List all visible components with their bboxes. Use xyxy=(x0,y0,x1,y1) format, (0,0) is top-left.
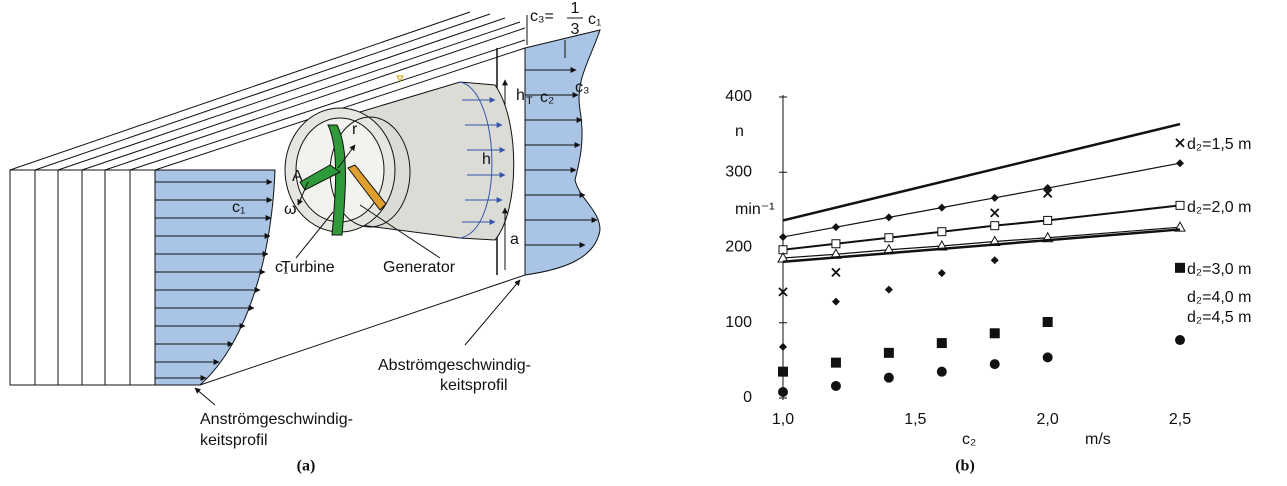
marker xyxy=(778,287,788,297)
x-tick-label: 2,0 xyxy=(1037,411,1059,428)
x-label: c₂ xyxy=(962,431,976,448)
marker xyxy=(884,233,894,243)
marker xyxy=(1175,262,1185,273)
formula-numerator: 1 xyxy=(571,0,580,17)
chart: n min⁻¹ c₂ m/s 0 100 200 300 400 1,0 1,5 2,0 2,5… xyxy=(725,88,1251,448)
marker xyxy=(937,203,946,212)
marker xyxy=(779,342,787,351)
y-tick-label: 400 xyxy=(725,88,752,105)
y-tick-label: 0 xyxy=(743,389,752,406)
legend-label: d₂=2,0 m xyxy=(1187,199,1251,216)
marker xyxy=(778,386,788,397)
marker xyxy=(1042,316,1053,327)
x-tick-label: 1,5 xyxy=(904,411,926,428)
inflow-profile: Anströmgeschwindig- xyxy=(200,411,353,428)
marker xyxy=(1043,215,1053,225)
marker xyxy=(1042,352,1053,363)
marker xyxy=(989,359,1000,370)
turbine: Turbine xyxy=(281,259,335,276)
marker xyxy=(1175,200,1185,210)
y-tick-label: 100 xyxy=(725,314,752,331)
marker xyxy=(883,347,894,358)
label: c₂ xyxy=(540,89,554,106)
outflow-profile: Abströmgeschwindig- xyxy=(378,357,531,374)
x-tick-label: 2,5 xyxy=(1169,411,1191,428)
marker xyxy=(1043,188,1053,198)
marker xyxy=(1176,159,1184,168)
marker xyxy=(884,285,893,294)
label: A xyxy=(292,168,303,185)
marker xyxy=(936,366,947,377)
caption: (a) xyxy=(297,458,316,475)
y-unit: min⁻¹ xyxy=(735,201,775,218)
marker xyxy=(778,366,788,377)
marker xyxy=(831,223,840,232)
caption: (b) xyxy=(955,458,975,475)
marker xyxy=(831,239,841,249)
generator: Generator xyxy=(383,259,456,276)
marker xyxy=(936,338,947,349)
label: c₁ xyxy=(275,259,288,276)
marker xyxy=(990,221,1000,231)
marker xyxy=(937,227,947,237)
y-tick-label: 200 xyxy=(725,239,752,256)
marker xyxy=(989,328,1000,339)
marker xyxy=(990,256,999,265)
marker xyxy=(830,357,841,368)
label: c₃ xyxy=(575,79,590,96)
series-line xyxy=(782,122,1181,222)
label: r xyxy=(352,121,358,138)
x-tick-label: 1,0 xyxy=(772,411,794,428)
marker xyxy=(990,208,1000,218)
label: a xyxy=(510,231,519,248)
label: ω xyxy=(284,201,297,218)
formula-denominator: 3 xyxy=(571,21,580,38)
y-tick-label: 300 xyxy=(725,163,752,180)
marker xyxy=(990,193,999,202)
label: h xyxy=(516,87,525,104)
marker xyxy=(830,380,841,391)
marker xyxy=(883,372,894,383)
formula-lhs: c₃= xyxy=(530,8,554,25)
marker xyxy=(937,269,946,278)
marker xyxy=(831,267,841,277)
formula-rhs: c₁ xyxy=(588,11,601,28)
legend-label: d₂=3,0 m xyxy=(1187,261,1251,278)
label: h xyxy=(482,151,491,168)
y-label: n xyxy=(735,123,744,140)
legend-label: d₂=4,0 m xyxy=(1187,289,1251,306)
marker xyxy=(831,297,840,306)
marker xyxy=(777,252,789,263)
x-unit: m/s xyxy=(1085,431,1111,448)
diagram xyxy=(9,11,601,406)
marker xyxy=(1175,335,1185,346)
legend-label: d₂=4,5 m xyxy=(1187,309,1251,326)
marker xyxy=(884,213,893,222)
marker xyxy=(779,232,787,241)
series-line xyxy=(782,228,1181,264)
legend-label: d₂=1,5 m xyxy=(1187,136,1251,153)
label: T xyxy=(526,95,533,107)
series-line xyxy=(782,162,1181,238)
inflow-profile: keitsprofil xyxy=(200,432,268,449)
marker xyxy=(1175,138,1185,148)
label: c₁ xyxy=(232,199,245,216)
outflow-profile: keitsprofil xyxy=(440,377,508,394)
diagram-labels: c₃= 1 3 c₁ h T c₂ c₃ c₁ c₁ A ω r h a Tur… xyxy=(200,0,975,474)
